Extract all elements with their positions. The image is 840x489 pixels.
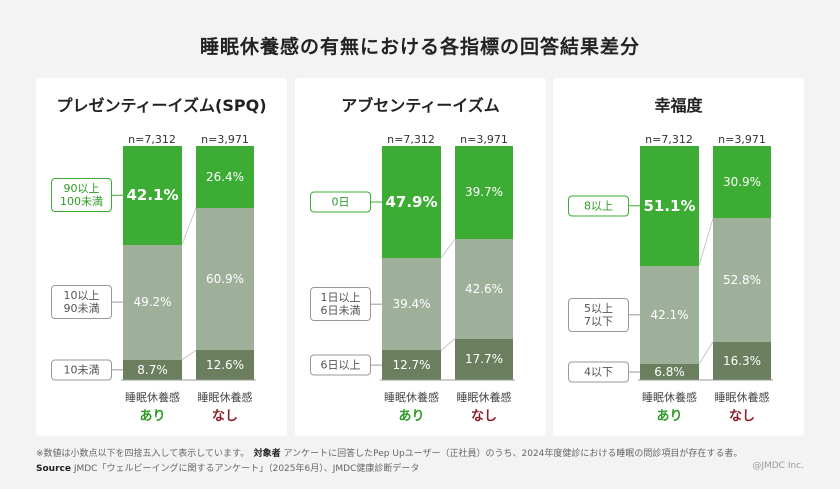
chart-title: アブセンティーイズム: [341, 96, 500, 115]
legend-label: 90以上 100未満: [51, 178, 112, 213]
legend-label: 5以上 7以下: [568, 297, 629, 332]
data-label: 39.7: [464, 185, 492, 200]
group-label: 睡眠休養感 なし: [714, 391, 770, 424]
group-label: 睡眠休養感 あり: [642, 391, 697, 424]
chart-panel: 幸福度 n=7,312 51.1% 8以上 42.1% 5以上 7以下 6.8% 4以下 睡眠休…: [553, 78, 804, 436]
data-label: 12.6: [205, 358, 233, 373]
group-label: 睡眠休養感 あり: [384, 391, 439, 424]
data-label: 42.1: [650, 307, 678, 322]
bar-segment: 39.4%: [382, 258, 441, 351]
bar-segment: 16.3%: [713, 341, 771, 380]
data-label: 17.7: [464, 352, 492, 367]
sample-size: n=3,971: [718, 133, 766, 146]
group-label: 睡眠休養感 あり: [125, 391, 180, 424]
sample-size: n=3,971: [201, 133, 249, 146]
chart-panel: プレゼンティーイズム(SPQ) n=7,312 42.1% 90以上 100未満 49.…: [36, 78, 287, 436]
legend-label: 10未満: [51, 359, 112, 381]
data-label: 30.9: [722, 175, 750, 190]
bar-segment: 49.2%: [123, 244, 182, 360]
data-label: 26.4: [205, 169, 233, 184]
legend-label: 4以下: [568, 361, 629, 383]
data-label: 51.1: [643, 196, 681, 215]
data-label: 6.8: [654, 365, 674, 380]
data-label: 16.3: [722, 353, 750, 368]
chart-title: 幸福度: [654, 96, 703, 115]
legend-label: 0日: [310, 191, 371, 213]
data-label: 42.1: [126, 186, 164, 205]
bar-segment: 39.7%: [455, 146, 513, 239]
data-label: 39.4: [392, 297, 420, 312]
bar-segment: 30.9%: [713, 146, 771, 219]
copyright: @JMDC Inc.: [752, 461, 804, 471]
legend-label: 8以上: [568, 195, 629, 217]
data-label: 49.2: [133, 295, 161, 310]
sample-size: n=3,971: [460, 133, 508, 146]
data-label: 52.8: [722, 273, 750, 288]
bar-segment: 17.7%: [455, 338, 513, 380]
bar-segment: 26.4%: [196, 146, 254, 208]
bar-segment: 8.7%: [123, 359, 182, 380]
page-title: 睡眠休養感の有無における各指標の回答結果差分: [199, 36, 640, 58]
chart-panel: アブセンティーイズム n=7,312 47.9% 0日 39.4% 1日以上 6日未満 12…: [295, 78, 546, 436]
data-label: 12.7: [392, 358, 420, 373]
group-label: 睡眠休養感 なし: [197, 391, 253, 424]
sample-size: n=7,312: [645, 133, 693, 146]
sample-size: n=7,312: [128, 133, 176, 146]
bar-segment: 6.8%: [640, 364, 699, 380]
bar-segment: 42.6%: [455, 238, 513, 339]
bar-segment: 52.8%: [713, 218, 771, 342]
bar-segment: 51.1%: [640, 146, 699, 266]
footnote: ※数値は小数点以下を四捨五入して表示しています。 対象者 アンケートに回答したP…: [36, 449, 743, 459]
data-label: 60.9: [205, 272, 233, 287]
data-label: 42.6: [464, 281, 492, 296]
bar-segment: 47.9%: [382, 146, 441, 259]
legend-label: 1日以上 6日未満: [310, 287, 371, 322]
data-label: 8.7: [137, 362, 157, 377]
bar-segment: 42.1%: [123, 146, 182, 245]
data-label: 47.9: [385, 193, 423, 212]
bar-segment: 12.6%: [196, 350, 254, 380]
sample-size: n=7,312: [387, 133, 435, 146]
chart-title: プレゼンティーイズム(SPQ): [56, 96, 267, 115]
bar-segment: 42.1%: [640, 265, 699, 365]
bar-segment: 60.9%: [196, 207, 254, 351]
group-label: 睡眠休養感 なし: [456, 391, 512, 424]
source: Source JMDC「ウェルビーイングに関するアンケート」（2025年6月）、…: [36, 464, 420, 474]
connector-lines: [629, 205, 773, 381]
bar-segment: 12.7%: [382, 350, 441, 380]
connector-lines: [112, 194, 256, 381]
connector-lines: [371, 201, 515, 381]
legend-label: 6日以上: [310, 354, 371, 376]
legend-label: 10以上 90未満: [51, 285, 112, 320]
